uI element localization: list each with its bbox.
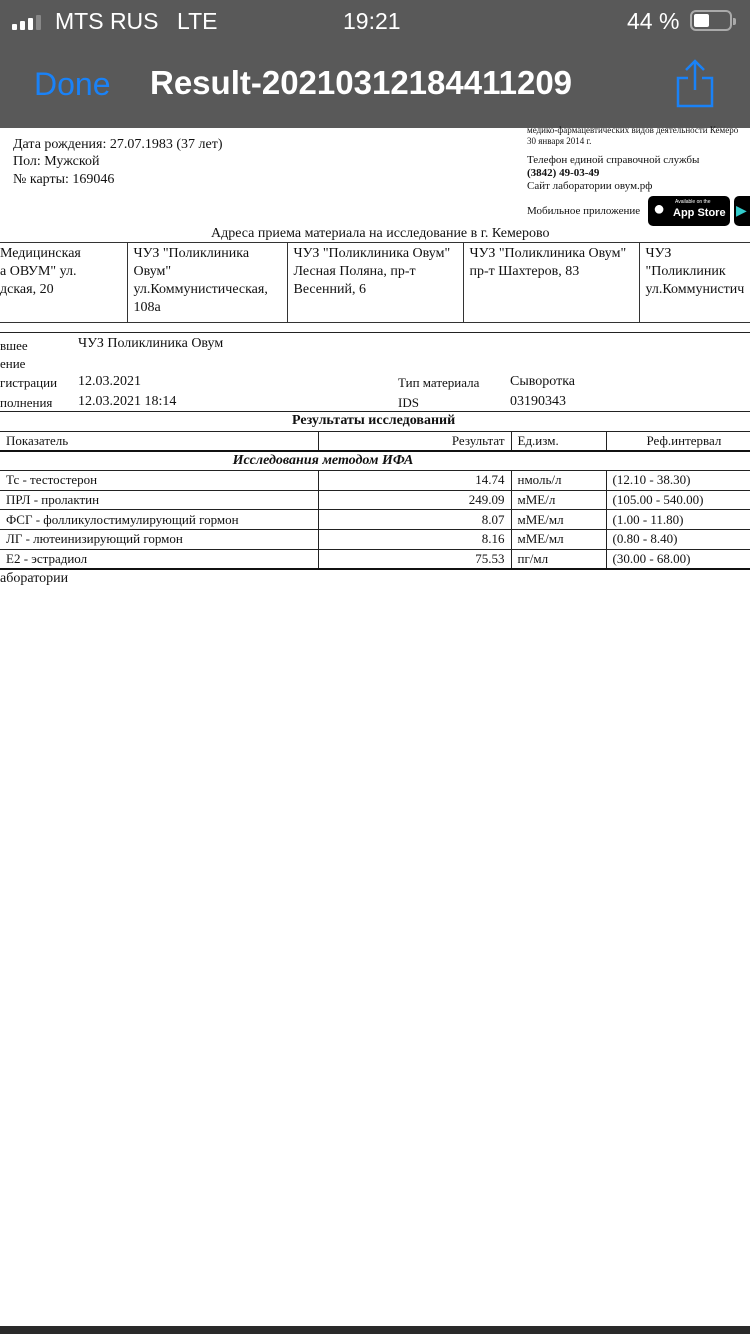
done-date: 12.03.2021 18:14 [78, 394, 177, 409]
ids-label: IDS [398, 395, 419, 410]
unit: нмоль/л [510, 470, 607, 491]
google-play-badge[interactable]: ▶ [734, 196, 750, 226]
birth-date: Дата рождения: 27.07.1983 (37 лет) [13, 137, 223, 152]
divider [0, 411, 750, 412]
play-icon: ▶ [736, 202, 747, 218]
done-button[interactable]: Done [34, 66, 111, 102]
ref-range: (30.00 - 68.00) [605, 548, 750, 570]
unit: мМЕ/л [510, 489, 607, 511]
address-cell: ЧУЗ "Поликлиника Овум" пр-т Шахтеров, 83 [462, 242, 640, 323]
addresses-title: Адреса приема материала на исследование … [211, 226, 550, 241]
table-header: Показатель Результат Ед.изм. Реф.интерва… [0, 431, 750, 452]
table-row: Е2 - эстрадиол 75.53 пг/мл (30.00 - 68.00) [0, 548, 750, 570]
top-bar: MTS RUS LTE 19:21 44 % Done Result-20210… [0, 0, 750, 128]
document-title: Result-20210312184411209 [150, 64, 573, 101]
bottom-toolbar [0, 1326, 750, 1334]
header-result: Результат [317, 431, 512, 452]
carrier: MTS RUS [55, 8, 159, 34]
license-date: 30 января 2014 г. [527, 136, 592, 146]
ids: 03190343 [510, 394, 566, 409]
unit: мМЕ/мл [510, 528, 607, 550]
apple-icon: ● [653, 198, 666, 220]
app-label: Мобильное приложение [527, 205, 641, 217]
reg-label: гистрации [0, 375, 58, 390]
divider [0, 332, 750, 333]
phone: (3842) 49-03-49 [527, 167, 600, 179]
sex: Пол: Мужской [13, 154, 100, 169]
result-value: 14.74 [317, 470, 512, 491]
phone-label: Телефон единой справочной службы [527, 154, 700, 166]
clock: 19:21 [343, 8, 401, 34]
header-indicator: Показатель [0, 431, 319, 452]
material: Сыворотка [510, 374, 575, 389]
indicator: ЛГ - лютеинизирующий гормон [0, 528, 319, 550]
result-value: 8.07 [317, 509, 512, 530]
address-cell: ЧУЗ "Поликлиник ул.Коммунистич [638, 242, 750, 323]
done-label: полнения [0, 395, 53, 410]
section-title: Исследования методом ИФА [0, 450, 750, 472]
battery-icon [690, 10, 736, 31]
license-line: медико-фармацевтических видов деятельнос… [527, 125, 739, 135]
ref-range: (105.00 - 540.00) [605, 489, 750, 511]
share-icon[interactable] [673, 58, 717, 108]
site: Сайт лаборатории овум.рф [527, 180, 653, 192]
results-table: Показатель Результат Ед.изм. Реф.интерва… [0, 431, 750, 570]
indicator: ПРЛ - пролактин [0, 489, 319, 511]
table-row: ПРЛ - пролактин 249.09 мМЕ/л (105.00 - 540.… [0, 489, 750, 511]
address-cell: Медицинская а ОВУМ" ул. дская, 20 [0, 242, 128, 323]
ref-range: (12.10 - 38.30) [605, 470, 750, 491]
app-store-small: Available on the [675, 199, 711, 205]
header-ref: Реф.интервал [605, 431, 750, 452]
signal-icon [12, 15, 41, 30]
reg-date: 12.03.2021 [78, 374, 141, 389]
address-cell: ЧУЗ "Поликлиника Овум" ул.Коммунистическ… [126, 242, 288, 323]
footer-text: аборатории [0, 571, 69, 586]
battery-percent: 44 % [627, 8, 680, 34]
table-row: Тс - тестостерон 14.74 нмоль/л (12.10 - 38.… [0, 470, 750, 491]
unit: пг/мл [510, 548, 607, 570]
address-cell: ЧУЗ "Поликлиника Овум" Лесная Поляна, пр… [286, 242, 464, 323]
result-value: 8.16 [317, 528, 512, 550]
sender-label: вшее ение [0, 338, 28, 371]
table-row: ФСГ - фолликулостимулирующий гормон 8.07 м… [0, 509, 750, 530]
network: LTE [177, 8, 218, 34]
app-store-badge[interactable]: ● Available on the App Store [648, 196, 730, 226]
material-label: Тип материала [398, 375, 480, 390]
sender: ЧУЗ Поликлиника Овум [78, 336, 224, 351]
result-value: 75.53 [317, 548, 512, 570]
ref-range: (1.00 - 11.80) [605, 509, 750, 530]
table-row: ЛГ - лютеинизирующий гормон 8.16 мМЕ/мл (0.… [0, 528, 750, 550]
app-store-label: App Store [673, 207, 726, 219]
indicator: ФСГ - фолликулостимулирующий гормон [0, 509, 319, 530]
indicator: Е2 - эстрадиол [0, 548, 319, 570]
results-title: Результаты исследований [292, 413, 456, 428]
addresses-table: Медицинская а ОВУМ" ул. дская, 20 ЧУЗ "П… [0, 242, 750, 323]
result-value: 249.09 [317, 489, 512, 511]
ref-range: (0.80 - 8.40) [605, 528, 750, 550]
card-number: № карты: 169046 [13, 172, 115, 187]
unit: мМЕ/мл [510, 509, 607, 530]
indicator: Тс - тестостерон [0, 470, 319, 491]
header-unit: Ед.изм. [510, 431, 607, 452]
